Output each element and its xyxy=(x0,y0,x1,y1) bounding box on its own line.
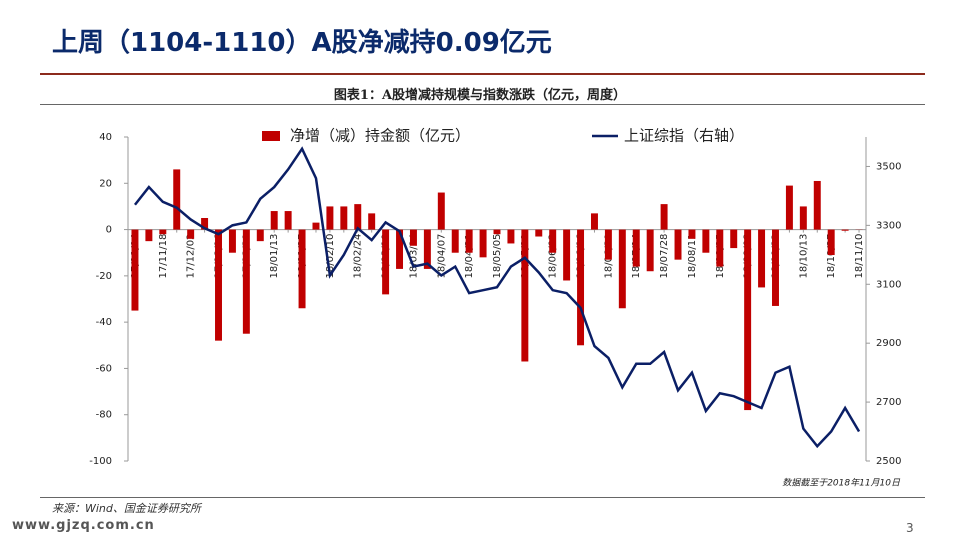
bar xyxy=(451,229,459,253)
y-tick-label: -20 xyxy=(96,271,112,282)
bar xyxy=(535,229,543,237)
bar xyxy=(744,229,752,411)
x-tick-label: 18/05/05 xyxy=(492,234,503,279)
legend-label: 净增（减）持金额（亿元） xyxy=(290,127,470,145)
bar xyxy=(423,229,431,269)
bar xyxy=(841,229,849,231)
bar xyxy=(632,229,640,267)
bar xyxy=(549,229,557,253)
y2-tick-label: 2700 xyxy=(876,397,901,408)
y2-tick-label: 3500 xyxy=(876,161,901,172)
y-tick-label: -60 xyxy=(96,363,112,374)
bar xyxy=(702,229,710,253)
bar xyxy=(563,229,571,281)
x-tick-label: 18/04/07 xyxy=(436,234,447,279)
bar xyxy=(799,206,807,230)
y2-tick-label: 2900 xyxy=(876,338,901,349)
bar xyxy=(437,192,445,230)
bar xyxy=(298,229,306,309)
source-rule xyxy=(40,497,925,498)
bar xyxy=(368,213,376,230)
x-tick-label: 18/10/27 xyxy=(826,234,837,279)
bar xyxy=(215,229,222,341)
bar xyxy=(577,229,585,346)
x-tick-label: 17/11/18 xyxy=(158,234,169,279)
bar xyxy=(479,229,487,258)
y-tick-label: -100 xyxy=(89,456,112,467)
bar xyxy=(674,229,682,260)
x-tick-label: 18/01/13 xyxy=(269,234,280,279)
slide-title: 上周（1104-1110）A股净减持0.09亿元 xyxy=(52,28,552,58)
legend-swatch xyxy=(262,131,280,141)
y2-tick-label: 3100 xyxy=(876,279,901,290)
bar xyxy=(758,229,766,288)
title-rule xyxy=(40,73,925,75)
bar xyxy=(396,229,404,269)
bar xyxy=(382,229,390,295)
bar xyxy=(173,169,181,230)
y-tick-label: -80 xyxy=(96,410,112,421)
bar xyxy=(618,229,626,309)
x-tick-label: 18/02/24 xyxy=(353,234,364,279)
bar xyxy=(326,206,334,230)
bar xyxy=(507,229,515,244)
x-tick-label: 18/03/24 xyxy=(408,234,419,279)
bar xyxy=(827,229,835,256)
bar xyxy=(354,204,362,230)
x-tick-label: 18/04/21 xyxy=(464,234,475,279)
y2-tick-label: 2500 xyxy=(876,456,901,467)
bar xyxy=(772,229,779,306)
y-tick-label: 20 xyxy=(99,178,112,189)
bar xyxy=(521,229,529,362)
bar xyxy=(590,213,598,230)
y-tick-label: -40 xyxy=(96,317,112,328)
bar xyxy=(688,229,696,239)
caption-rule xyxy=(40,104,925,105)
bar xyxy=(409,229,417,246)
x-tick-label: 17/12/02 xyxy=(186,234,197,279)
page-number: 3 xyxy=(906,521,914,535)
bar xyxy=(646,229,654,272)
bar xyxy=(813,180,821,230)
chart-note: 数据截至于2018年11月10日 xyxy=(782,478,901,489)
y-tick-label: 0 xyxy=(106,225,112,236)
bar xyxy=(340,206,348,230)
bar xyxy=(159,229,167,235)
bar xyxy=(312,222,320,230)
bar xyxy=(242,229,250,334)
x-tick-label: 18/08/11 xyxy=(687,234,698,279)
bar xyxy=(785,185,793,230)
bar xyxy=(131,229,139,311)
bar xyxy=(145,229,153,242)
x-tick-label: 18/02/10 xyxy=(325,234,336,279)
watermark: www.gjzq.com.cn xyxy=(12,518,155,533)
bar xyxy=(256,229,264,242)
bar xyxy=(284,211,292,230)
bar xyxy=(228,229,236,253)
bar xyxy=(493,229,501,235)
bar xyxy=(465,229,473,253)
bar xyxy=(604,229,612,260)
bar xyxy=(660,204,668,230)
bar xyxy=(201,218,209,230)
index-line xyxy=(133,146,861,449)
x-tick-label: 18/10/13 xyxy=(798,234,809,279)
legend-label: 上证综指（右轴） xyxy=(624,127,744,145)
bar xyxy=(187,229,195,239)
bar xyxy=(270,211,278,230)
source: 来源：Wind、国金证券研究所 xyxy=(52,502,201,515)
x-tick-label: 18/11/10 xyxy=(854,234,865,279)
bar xyxy=(730,229,738,249)
bar xyxy=(716,229,724,267)
y-tick-label: 40 xyxy=(99,132,112,143)
x-tick-label: 18/06/02 xyxy=(548,234,559,279)
y2-tick-label: 3300 xyxy=(876,220,901,231)
x-tick-label: 18/07/28 xyxy=(659,234,670,279)
chart-caption: 图表1：A股增减持规模与指数涨跌（亿元，周度） xyxy=(333,88,627,103)
